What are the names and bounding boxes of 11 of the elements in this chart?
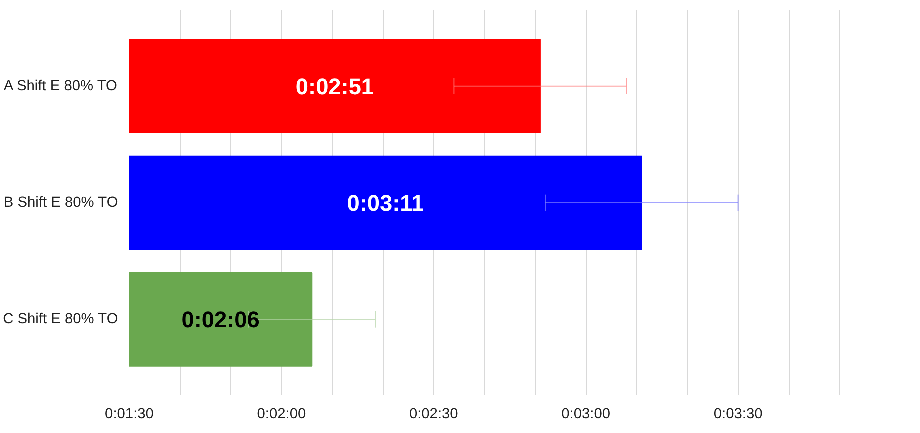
- x-tick-label: 0:03:30: [714, 406, 763, 422]
- data-label: 0:02:51: [296, 73, 374, 100]
- x-tick-label: 0:01:30: [105, 406, 154, 422]
- data-label: 0:03:11: [347, 190, 424, 216]
- y-tick-label: B Shift E 80% TO: [4, 195, 118, 211]
- y-tick-label: A Shift E 80% TO: [4, 78, 118, 94]
- x-tick-label: 0:02:30: [409, 406, 458, 422]
- x-tick-label: 0:02:00: [257, 406, 306, 422]
- x-tick-label: 0:03:00: [562, 406, 611, 422]
- y-tick-label: C Shift E 80% TO: [3, 312, 118, 328]
- data-label: 0:02:06: [182, 306, 260, 333]
